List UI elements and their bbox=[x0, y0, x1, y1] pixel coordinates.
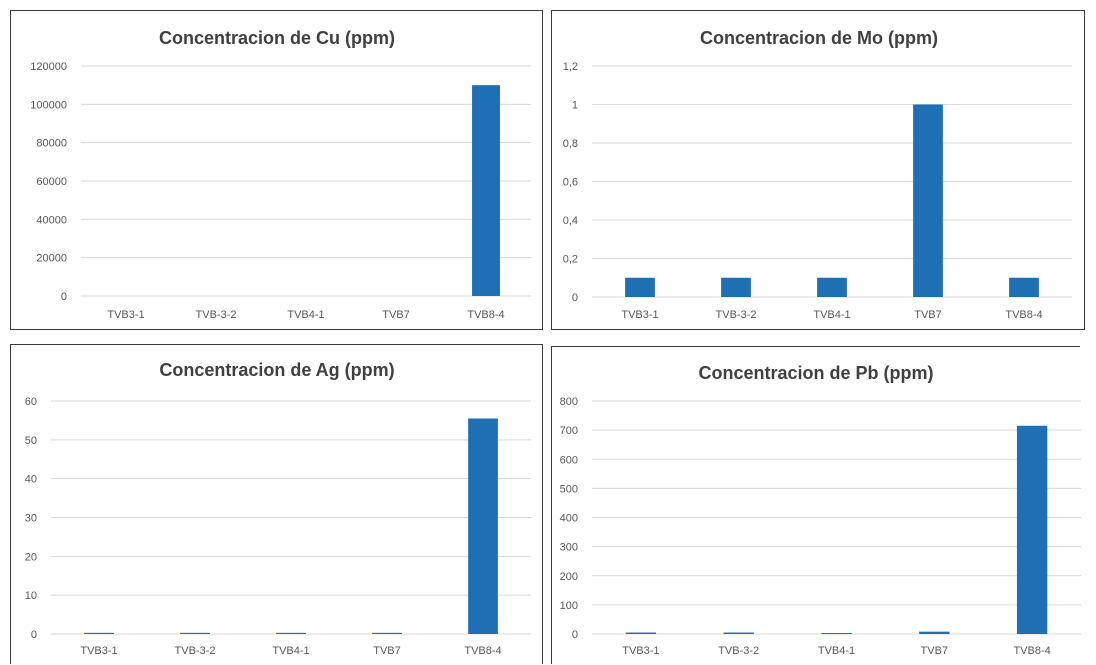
bar-tvb8-4 bbox=[472, 85, 500, 297]
x-tick-label: TVB3-1 bbox=[107, 309, 144, 321]
chart-panel-ag: Concentracion de Ag (ppm) 0 10 20 30 40 50 60 TV… bbox=[10, 344, 543, 664]
x-tick-label: TVB7 bbox=[382, 309, 410, 321]
chart-title: Concentracion de Ag (ppm) bbox=[159, 360, 394, 380]
chart-title: Concentracion de Cu (ppm) bbox=[159, 28, 395, 48]
chart-pb: Concentracion de Pb (ppm) 0 100 200 300 400 50… bbox=[560, 363, 1081, 657]
y-tick-label: 60 bbox=[25, 396, 37, 408]
y-tick-label: 50 bbox=[25, 435, 37, 447]
y-tick-label: 0 bbox=[61, 291, 67, 303]
y-tick-label: 0,8 bbox=[563, 138, 578, 150]
bar-tvb-3-2 bbox=[180, 632, 210, 634]
y-tick-label: 10 bbox=[25, 590, 37, 602]
y-tick-label: 20 bbox=[25, 551, 37, 563]
chart-cu: Concentracion de Cu (ppm) 0 20000 40000 6000… bbox=[30, 28, 531, 321]
x-tick-label: TVB8-4 bbox=[467, 309, 504, 321]
bar-tvb3-1 bbox=[625, 277, 655, 297]
y-tick-label: 80000 bbox=[36, 138, 67, 150]
y-tick-label: 0,6 bbox=[563, 177, 578, 189]
chart-title: Concentracion de Pb (ppm) bbox=[698, 363, 933, 383]
y-tick-label: 0,2 bbox=[563, 254, 578, 266]
chart-panel-mo: Concentracion de Mo (ppm) 0 0,2 0,4 0,6 0,8 1 1… bbox=[551, 10, 1085, 330]
y-tick-label: 0 bbox=[572, 292, 578, 304]
y-tick-label: 0,4 bbox=[563, 215, 578, 227]
y-tick-label: 20000 bbox=[36, 253, 67, 265]
bar-tvb3-1 bbox=[625, 632, 657, 634]
bar-tvb4-1 bbox=[821, 633, 852, 634]
y-tick-label: 100000 bbox=[30, 99, 67, 111]
y-tick-label: 300 bbox=[560, 542, 578, 554]
bar-tvb7 bbox=[913, 104, 943, 297]
bar-tvb8-4 bbox=[1009, 277, 1039, 297]
x-tick-label: TVB3-1 bbox=[621, 309, 658, 321]
y-tick-label: 800 bbox=[560, 396, 578, 408]
chart-panel-cu: Concentracion de Cu (ppm) 0 20000 40000 6000… bbox=[10, 10, 543, 330]
x-tick-label: TVB4-1 bbox=[813, 309, 850, 321]
y-tick-label: 0 bbox=[31, 629, 37, 641]
y-tick-label: 1 bbox=[572, 100, 578, 112]
x-tick-label: TVB4-1 bbox=[818, 645, 855, 657]
bar-tvb4-1 bbox=[817, 277, 847, 297]
bar-tvb7 bbox=[919, 631, 950, 634]
bar-tvb4-1 bbox=[276, 632, 306, 634]
x-tick-label: TVB4-1 bbox=[272, 645, 309, 657]
y-tick-label: 40000 bbox=[36, 214, 67, 226]
bar-tvb8-4 bbox=[1016, 425, 1048, 634]
y-tick-label: 30 bbox=[25, 513, 37, 525]
bar-tvb-3-2 bbox=[723, 632, 754, 634]
x-tick-label: TVB8-4 bbox=[1013, 645, 1050, 657]
y-tick-label: 600 bbox=[560, 454, 578, 466]
x-tick-label: TVB-3-2 bbox=[716, 309, 757, 321]
chart-ag: Concentracion de Ag (ppm) 0 10 20 30 40 50 60 TV… bbox=[25, 360, 531, 657]
y-tick-label: 60000 bbox=[36, 176, 67, 188]
y-tick-label: 1,2 bbox=[563, 61, 578, 73]
x-tick-label: TVB3-1 bbox=[80, 645, 117, 657]
chart-title: Concentracion de Mo (ppm) bbox=[700, 28, 938, 48]
x-tick-label: TVB7 bbox=[914, 309, 942, 321]
bar-tvb8-4 bbox=[468, 418, 498, 634]
x-tick-label: TVB-3-2 bbox=[175, 645, 216, 657]
x-tick-label: TVB8-4 bbox=[1005, 309, 1042, 321]
bar-tvb3-1 bbox=[84, 632, 114, 634]
x-tick-label: TVB3-1 bbox=[622, 645, 659, 657]
x-tick-label: TVB4-1 bbox=[287, 309, 324, 321]
y-tick-label: 120000 bbox=[30, 61, 67, 73]
chart-mo: Concentracion de Mo (ppm) 0 0,2 0,4 0,6 0,8 1 1… bbox=[563, 28, 1072, 321]
x-tick-label: TVB7 bbox=[921, 645, 949, 657]
y-tick-label: 200 bbox=[560, 571, 578, 583]
chart-panel-pb: Concentracion de Pb (ppm) 0 100 200 300 400 50… bbox=[551, 346, 1081, 664]
bar-tvb-3-2 bbox=[721, 277, 751, 297]
y-tick-label: 0 bbox=[572, 629, 578, 641]
x-tick-label: TVB-3-2 bbox=[718, 645, 759, 657]
y-tick-label: 40 bbox=[25, 474, 37, 486]
y-tick-label: 100 bbox=[560, 600, 578, 612]
y-tick-label: 400 bbox=[560, 513, 578, 525]
bar-tvb7 bbox=[372, 632, 402, 634]
x-tick-label: TVB-3-2 bbox=[196, 309, 237, 321]
y-tick-label: 700 bbox=[560, 425, 578, 437]
x-tick-label: TVB8-4 bbox=[464, 645, 501, 657]
y-tick-label: 500 bbox=[560, 483, 578, 495]
x-tick-label: TVB7 bbox=[373, 645, 401, 657]
